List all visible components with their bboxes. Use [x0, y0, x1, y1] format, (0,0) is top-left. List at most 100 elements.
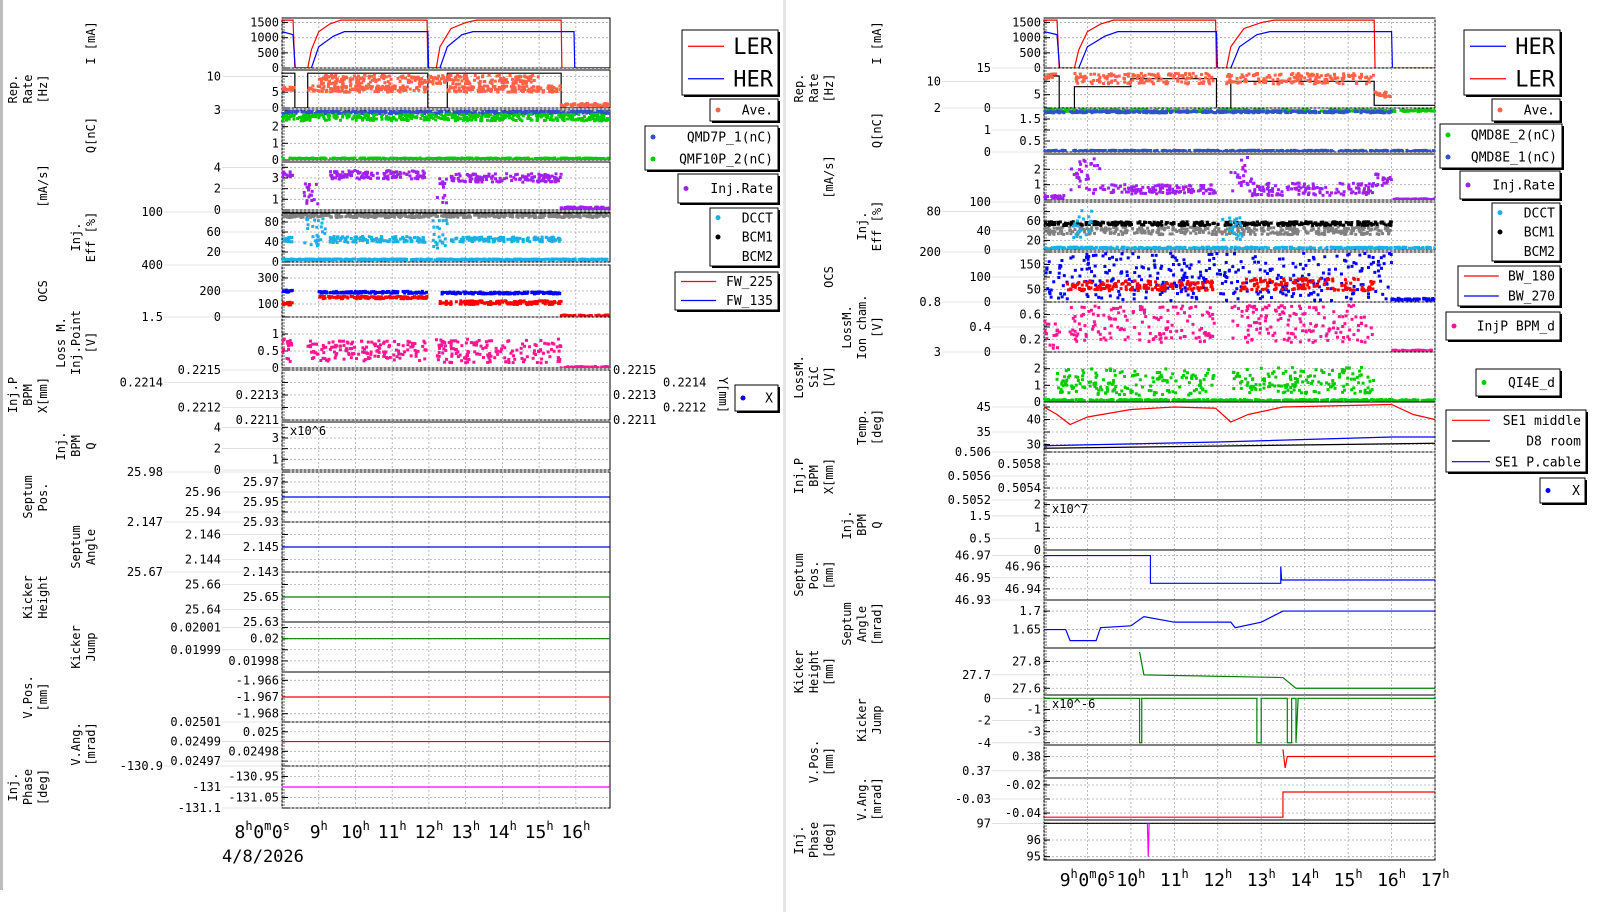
data-point: [378, 157, 382, 160]
data-point: [582, 214, 586, 218]
data-point: [393, 240, 397, 244]
data-point: [516, 292, 520, 296]
data-point: [426, 118, 430, 122]
data-point: [296, 116, 300, 120]
data-point: [546, 291, 550, 295]
data-point: [571, 215, 575, 219]
data-point: [442, 76, 446, 80]
data-point: [444, 302, 448, 306]
data-point: [307, 186, 311, 190]
data-point: [454, 213, 458, 217]
data-point: [406, 118, 410, 122]
data-point: [550, 174, 554, 178]
data-point: [559, 314, 563, 317]
data-point: [369, 295, 373, 299]
data-point: [560, 156, 564, 160]
data-point: [521, 240, 525, 244]
data-point: [405, 235, 409, 239]
data-point: [431, 82, 435, 86]
data-point: [457, 86, 461, 90]
data-point: [309, 193, 313, 197]
data-point: [463, 213, 467, 217]
data-point: [394, 348, 398, 352]
data-point: [478, 177, 482, 181]
data-point: [529, 178, 533, 182]
data-point: [423, 258, 427, 262]
data-point: [303, 116, 307, 120]
data-point: [578, 215, 582, 219]
data-point: [365, 345, 369, 349]
data-point: [542, 213, 546, 217]
data-point: [535, 111, 539, 115]
y-axis-label: Loss M.Inj.Point[V]: [54, 310, 98, 375]
data-point: [589, 314, 593, 317]
y-axis-label-line: Inj.Point: [69, 310, 83, 375]
data-point: [408, 174, 412, 178]
data-point: [459, 89, 463, 93]
data-point: [390, 119, 394, 123]
data-point: [550, 257, 554, 261]
data-point: [299, 157, 303, 160]
data-point: [450, 215, 454, 219]
data-point: [530, 73, 534, 77]
y-tick-label: 80: [265, 215, 279, 229]
data-point: [457, 172, 461, 176]
y-tick-label: -1.967: [236, 690, 279, 704]
data-point: [506, 237, 510, 241]
data-point: [377, 240, 381, 244]
data-point: [493, 87, 497, 91]
data-point: [375, 171, 379, 175]
data-point: [324, 291, 328, 295]
data-point: [458, 157, 462, 160]
data-point: [318, 84, 322, 88]
data-point: [473, 78, 477, 82]
data-point: [435, 246, 439, 250]
data-point: [358, 77, 362, 81]
data-point: [476, 176, 480, 180]
y-tick-label: 25.96: [185, 485, 221, 499]
data-point: [370, 78, 374, 82]
data-point: [350, 117, 354, 121]
data-point: [481, 292, 485, 296]
data-point: [500, 115, 504, 119]
data-point: [555, 215, 559, 219]
data-point: [319, 238, 323, 242]
data-point: [377, 176, 381, 180]
data-point: [410, 111, 414, 115]
data-point: [379, 257, 383, 261]
data-point: [399, 296, 403, 300]
data-point: [412, 110, 416, 114]
data-point: [327, 79, 331, 83]
data-point: [461, 235, 465, 239]
data-point: [360, 111, 364, 115]
data-point: [326, 113, 330, 117]
data-point: [472, 360, 476, 364]
data-point: [464, 77, 468, 81]
data-point: [300, 257, 304, 261]
data-point: [512, 292, 516, 296]
data-point: [586, 206, 590, 210]
y-tick-label: 4: [214, 160, 221, 174]
data-point: [290, 215, 294, 219]
data-point: [335, 235, 339, 239]
data-point: [322, 346, 326, 350]
y-axis-label-line: Inj.P: [6, 377, 20, 413]
data-point: [351, 294, 355, 298]
data-point: [421, 240, 425, 244]
data-point: [332, 295, 336, 299]
data-point: [420, 174, 424, 178]
y-tick-label: 3: [214, 103, 221, 117]
series-line: [282, 31, 610, 68]
data-point: [335, 77, 339, 81]
data-point: [421, 80, 425, 84]
data-point: [423, 78, 427, 82]
data-point: [587, 110, 591, 114]
data-point: [437, 156, 441, 160]
data-point: [515, 348, 519, 352]
data-point: [538, 258, 542, 262]
data-point: [316, 352, 320, 356]
data-point: [338, 173, 342, 177]
y-axis-label: Inj.Eff [%]: [69, 212, 98, 263]
y-tick-label: 4: [214, 420, 221, 434]
data-point: [528, 345, 532, 349]
